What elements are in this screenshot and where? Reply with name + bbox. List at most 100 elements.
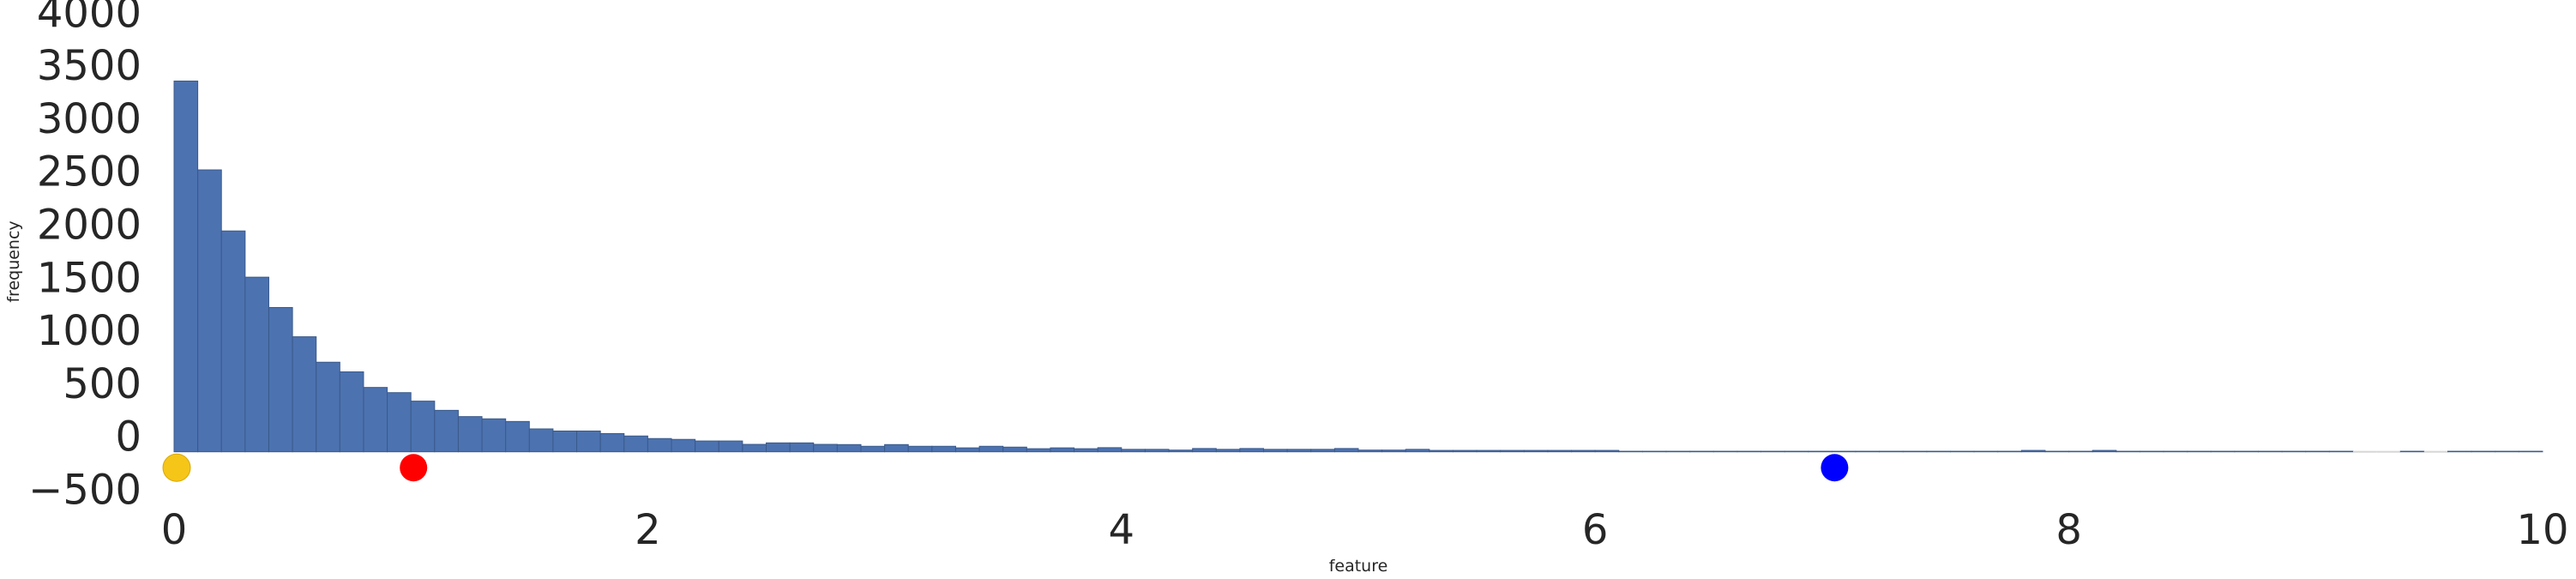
histogram-bar bbox=[884, 443, 909, 453]
histogram-bar bbox=[599, 432, 625, 453]
x-tick-label: 4 bbox=[1109, 506, 1135, 554]
histogram-bar bbox=[1665, 450, 1691, 453]
histogram-bar bbox=[2116, 450, 2140, 453]
histogram-bar bbox=[1736, 450, 1762, 453]
histogram-bar bbox=[2234, 450, 2260, 453]
histogram-bar bbox=[907, 445, 933, 453]
histogram-bar bbox=[1050, 447, 1075, 453]
histogram-bar bbox=[2376, 450, 2401, 453]
histogram-bar bbox=[1712, 450, 1738, 453]
histogram-bar bbox=[1215, 449, 1241, 453]
histogram-bar bbox=[2447, 450, 2472, 453]
histogram-bar bbox=[1144, 449, 1170, 453]
y-tick-label: 1500 bbox=[37, 254, 141, 302]
histogram-bar bbox=[220, 230, 246, 453]
histogram-bar bbox=[1074, 448, 1098, 453]
histogram-bar bbox=[481, 418, 507, 453]
histogram-bar bbox=[2353, 450, 2377, 453]
histogram-bar bbox=[671, 438, 696, 453]
histogram-bar bbox=[316, 361, 340, 453]
histogram-bar bbox=[434, 409, 459, 453]
histogram-bar bbox=[931, 445, 956, 453]
histogram-bar bbox=[1760, 450, 1785, 453]
x-tick-labels: 0 2 4 6 8 10 bbox=[161, 506, 2569, 554]
y-tick-label: 0 bbox=[115, 413, 141, 461]
y-tick-label: −500 bbox=[28, 467, 141, 515]
histogram-bar bbox=[1926, 450, 1951, 453]
histogram-bar bbox=[860, 445, 886, 453]
histogram-bar bbox=[978, 445, 1004, 453]
marker-point bbox=[162, 453, 191, 482]
histogram-bar bbox=[1121, 449, 1146, 453]
histogram-bar bbox=[363, 387, 388, 453]
histogram-bar bbox=[1429, 449, 1454, 453]
histogram-bar bbox=[954, 447, 980, 453]
x-tick-label: 0 bbox=[161, 506, 188, 554]
marker-point bbox=[400, 454, 428, 482]
histogram-bar bbox=[1973, 450, 1999, 453]
histogram-bar bbox=[173, 80, 199, 453]
histogram-bar bbox=[1002, 446, 1027, 453]
histogram-bar bbox=[2495, 450, 2519, 453]
histogram-bar bbox=[1618, 450, 1643, 453]
histogram-bar bbox=[789, 442, 815, 453]
histogram-bar bbox=[1026, 448, 1051, 453]
histogram-bar bbox=[623, 435, 648, 453]
histogram-bar bbox=[2399, 450, 2425, 453]
histogram-bar bbox=[1500, 449, 1525, 453]
histogram-bar bbox=[2210, 450, 2236, 453]
histogram-bar bbox=[1879, 450, 1904, 453]
histogram-bar bbox=[1831, 450, 1857, 453]
histogram-bar bbox=[244, 276, 269, 453]
histogram-bar bbox=[1263, 449, 1288, 453]
histogram-bar bbox=[1855, 450, 1881, 453]
histogram-bar bbox=[1997, 450, 2022, 453]
histogram-bar bbox=[410, 401, 436, 453]
histogram-bar bbox=[1097, 447, 1122, 453]
histogram-bar bbox=[2328, 450, 2354, 453]
histogram-bar bbox=[197, 169, 222, 453]
histogram-bar bbox=[1784, 450, 1809, 453]
x-axis-label: feature bbox=[1329, 557, 1388, 576]
markers-group bbox=[162, 453, 1849, 482]
histogram-bar bbox=[339, 371, 364, 453]
histogram-bar bbox=[528, 428, 554, 453]
histogram-bar bbox=[1239, 448, 1265, 453]
histogram-bar bbox=[1381, 449, 1406, 453]
histogram-bar bbox=[766, 442, 791, 453]
x-tick-label: 6 bbox=[1582, 506, 1609, 554]
histogram-bar bbox=[2068, 450, 2093, 453]
histogram-bar bbox=[1476, 449, 1502, 453]
y-tick-label: 500 bbox=[63, 360, 141, 408]
histogram-bar bbox=[1641, 450, 1667, 453]
histogram-bar bbox=[1571, 449, 1596, 453]
histogram-bar bbox=[2305, 450, 2330, 453]
histogram-bar bbox=[1310, 449, 1335, 453]
histogram-bar bbox=[1333, 448, 1359, 453]
histogram-bar bbox=[2281, 450, 2307, 453]
histogram-bar bbox=[505, 420, 530, 453]
histogram-bar bbox=[647, 437, 672, 453]
histogram-bar bbox=[1452, 449, 1478, 453]
histogram-bar bbox=[1808, 450, 1833, 453]
histogram-bar bbox=[1192, 448, 1217, 453]
histogram-bar bbox=[268, 306, 293, 453]
histogram-bar bbox=[695, 440, 719, 453]
y-axis-label: frequency bbox=[4, 220, 23, 302]
histogram-bar bbox=[576, 430, 601, 453]
histogram-bar bbox=[2518, 450, 2543, 453]
histogram-bar bbox=[1902, 450, 1928, 453]
y-tick-label: 4000 bbox=[37, 0, 141, 37]
histogram-bar bbox=[1357, 449, 1383, 453]
histogram-bar bbox=[1523, 449, 1549, 453]
histogram-bar bbox=[813, 443, 838, 453]
histogram-bar bbox=[2187, 450, 2212, 453]
histogram-bar bbox=[1547, 449, 1573, 453]
histogram-bar bbox=[2091, 449, 2117, 453]
y-tick-label: 3000 bbox=[37, 95, 141, 143]
histogram-bar bbox=[292, 336, 317, 453]
histogram-bar bbox=[1286, 449, 1312, 453]
bars-group bbox=[173, 80, 2543, 453]
